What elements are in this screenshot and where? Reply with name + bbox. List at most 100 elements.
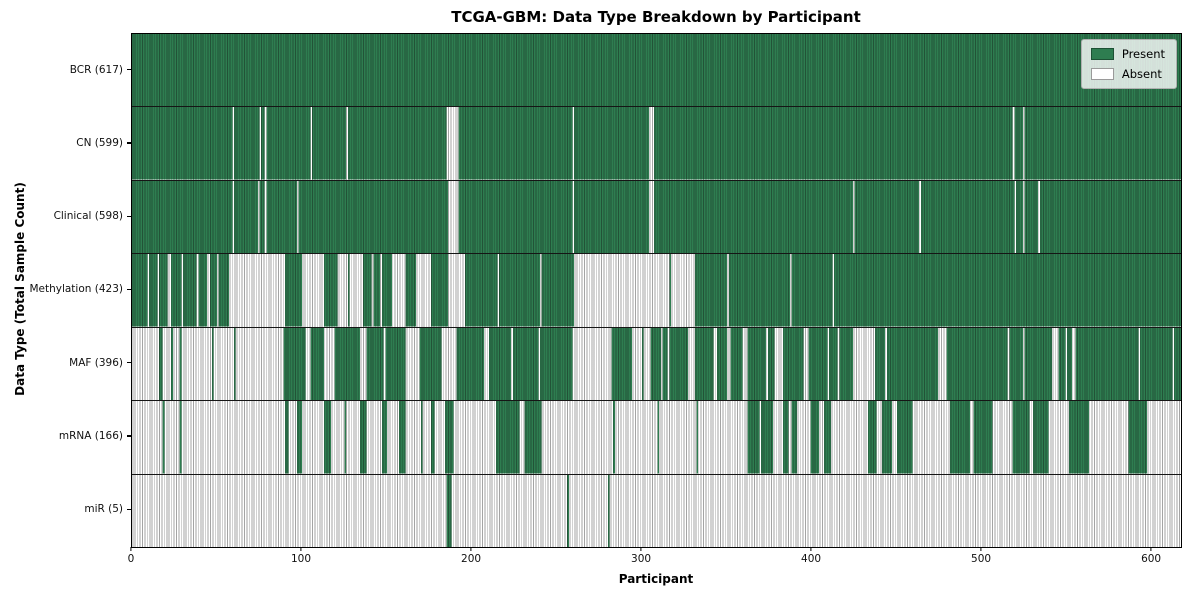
x-axis-ticks: 0 100 200 300 400 500 600 — [127, 547, 1180, 569]
cells-absent — [670, 254, 695, 327]
cells-present — [669, 327, 688, 401]
cells-absent — [162, 327, 172, 401]
x-axis-label: Participant — [618, 572, 694, 586]
x-tick-mark — [470, 547, 472, 551]
cells-present — [132, 180, 233, 254]
cells-absent — [540, 254, 542, 327]
y-tick-mark — [127, 362, 131, 364]
cells-present — [465, 254, 498, 327]
cells-present — [973, 401, 993, 474]
cells-absent — [415, 254, 432, 327]
row-cn — [132, 107, 1181, 181]
cells-present — [524, 401, 542, 474]
y-tick-mrna: mRNA (166) — [0, 399, 131, 472]
legend-entry-present: Present — [1090, 47, 1165, 61]
cells-absent — [1012, 107, 1015, 180]
cells-present — [696, 401, 699, 474]
cells-absent — [572, 180, 575, 254]
cells-absent — [371, 254, 374, 327]
cells-present — [747, 401, 760, 474]
y-tick-mark — [127, 508, 131, 510]
cells-absent — [648, 107, 654, 180]
cells-present — [1014, 107, 1023, 180]
cells-absent — [387, 401, 399, 474]
cells-absent — [235, 327, 284, 401]
y-tick-mark — [127, 435, 131, 437]
cells-present — [694, 254, 728, 327]
legend-label-present: Present — [1121, 47, 1165, 61]
cells-absent — [330, 401, 345, 474]
cells-present — [495, 401, 520, 474]
cells-present — [347, 107, 447, 180]
cells-absent — [228, 254, 286, 327]
cells-present — [421, 401, 423, 474]
y-tick-labels: BCR (617) CN (599) Clinical (598) Methylati… — [0, 33, 131, 546]
cells-present — [431, 254, 449, 327]
cells-absent — [422, 401, 432, 474]
cells-absent — [727, 254, 729, 327]
cells-present — [210, 254, 218, 327]
cells-present — [234, 327, 236, 401]
cells-present — [363, 254, 372, 327]
x-tick-mark — [980, 547, 982, 551]
cells-absent — [359, 327, 367, 401]
cells-present — [567, 474, 569, 547]
y-tick-bcr: BCR (617) — [0, 33, 131, 106]
cells-absent — [346, 401, 360, 474]
cells-present — [312, 107, 347, 180]
cells-absent — [1072, 327, 1076, 401]
x-tick-mark — [130, 547, 132, 551]
cells-present — [149, 254, 158, 327]
cells-absent — [1172, 327, 1175, 401]
cells-absent — [310, 107, 313, 180]
chart-title: TCGA-GBM: Data Type Breakdown by Partici… — [451, 8, 861, 26]
cells-present — [283, 327, 306, 401]
cells-present — [366, 327, 384, 401]
legend-entry-absent: Absent — [1090, 67, 1165, 81]
cells-absent — [937, 327, 947, 401]
cells-present — [456, 327, 484, 401]
plot-area — [131, 33, 1182, 548]
cells-absent — [346, 107, 348, 180]
row-mrna — [132, 401, 1181, 475]
cells-present — [574, 180, 649, 254]
cells-present — [489, 327, 512, 401]
cells-present — [613, 401, 615, 474]
row-maf — [132, 327, 1181, 402]
x-tick-label: 100 — [290, 553, 312, 565]
cells-present — [458, 107, 573, 180]
cells-absent — [803, 327, 809, 401]
cells-absent — [366, 401, 382, 474]
cells-absent — [196, 254, 199, 327]
cells-present — [767, 327, 775, 401]
cells-present — [834, 254, 1181, 327]
cells-present — [171, 327, 173, 401]
cells-absent — [572, 327, 612, 401]
cells-absent — [519, 401, 525, 474]
cells-present — [266, 180, 297, 254]
cells-present — [261, 107, 265, 180]
cells-present — [791, 401, 797, 474]
y-tick-mark — [127, 142, 131, 144]
x-tick-label: 500 — [971, 553, 992, 565]
cells-present — [829, 327, 838, 401]
cells-present — [132, 34, 1181, 107]
cells-absent — [774, 327, 784, 401]
cells-absent — [827, 327, 830, 401]
cells-absent — [511, 327, 513, 401]
cells-present — [1024, 327, 1052, 401]
cells-present — [541, 254, 575, 327]
cells-absent — [380, 254, 382, 327]
cells-absent — [181, 254, 184, 327]
cells-absent — [497, 254, 500, 327]
cells-absent — [766, 327, 768, 401]
cells-present — [499, 254, 541, 327]
cells-absent — [1022, 107, 1025, 180]
cells-absent — [302, 401, 325, 474]
x-tick-label: 0 — [127, 553, 135, 565]
cells-absent — [172, 327, 180, 401]
cells-present — [1174, 327, 1181, 401]
x-tick-label: 200 — [461, 553, 482, 565]
cells-present — [897, 401, 913, 474]
cells-present — [747, 327, 767, 401]
